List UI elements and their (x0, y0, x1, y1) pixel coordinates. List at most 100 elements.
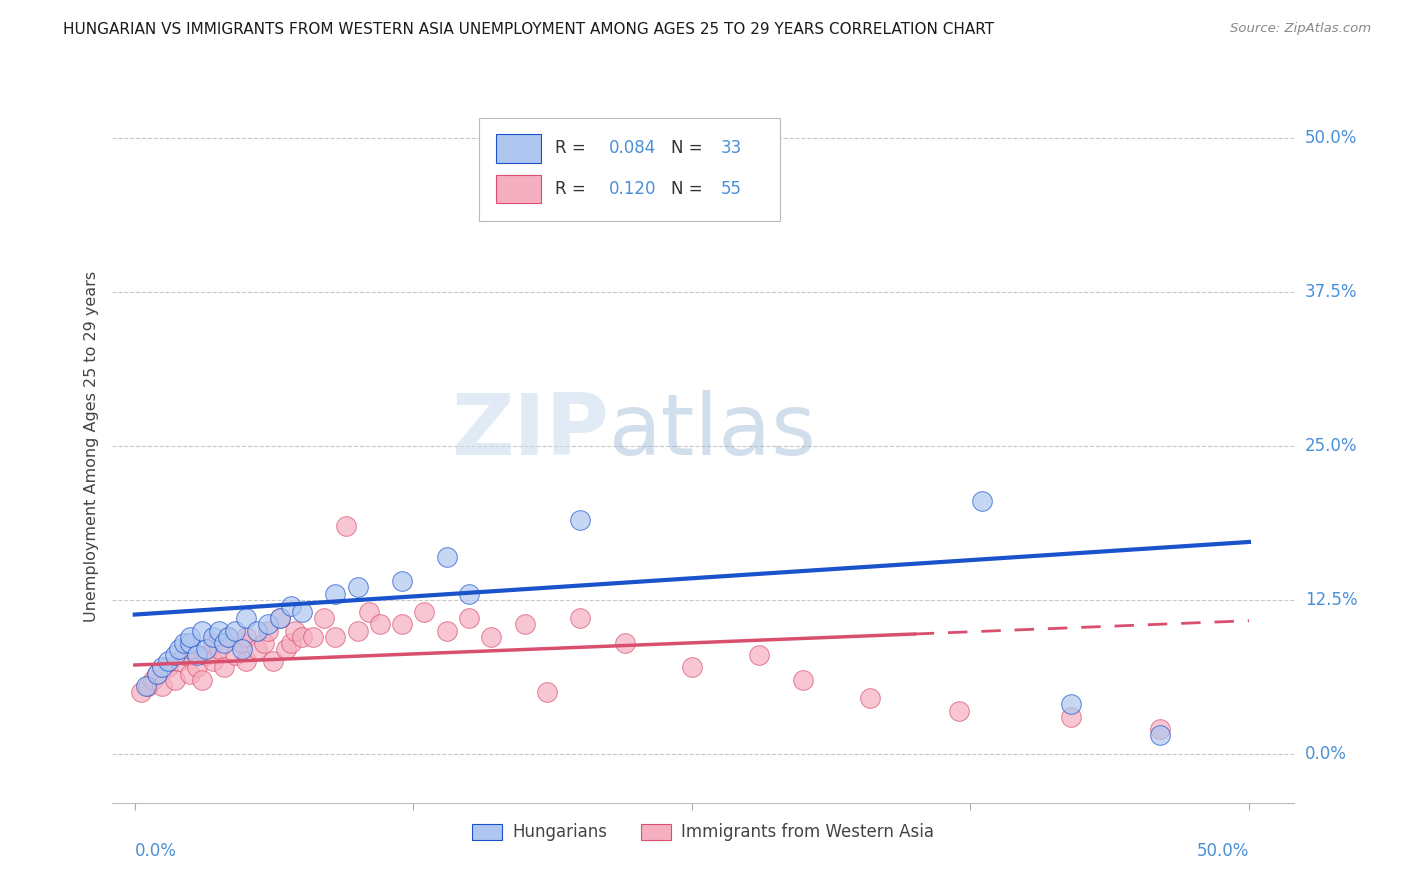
Point (335, 519, 357, 533)
Point (792, 673, 814, 687)
Text: 37.5%: 37.5% (1305, 283, 1357, 301)
Point (970, 494, 993, 508)
Text: ZIP: ZIP (451, 390, 609, 474)
Point (276, 642, 298, 657)
Point (157, 660, 180, 674)
Text: 50.0%: 50.0% (1305, 129, 1357, 147)
Point (436, 549, 458, 564)
Point (479, 630, 502, 644)
Point (150, 660, 173, 674)
Point (323, 587, 346, 601)
FancyBboxPatch shape (496, 134, 541, 162)
Text: 25.0%: 25.0% (1305, 437, 1357, 455)
Point (212, 636, 235, 650)
Point (302, 630, 325, 644)
Point (186, 660, 208, 674)
Y-axis label: Unemployment Among Ages 25 to 29 years: Unemployment Among Ages 25 to 29 years (83, 270, 98, 622)
Point (179, 642, 201, 657)
Point (136, 679, 159, 693)
Point (173, 636, 195, 650)
Point (190, 624, 212, 638)
Point (368, 617, 391, 632)
Point (179, 666, 201, 681)
Point (413, 605, 436, 619)
Point (291, 630, 314, 644)
FancyBboxPatch shape (496, 175, 541, 203)
Point (146, 666, 169, 681)
Point (1149, 722, 1171, 736)
Point (357, 605, 380, 619)
Point (536, 685, 558, 699)
Point (391, 574, 413, 589)
Point (201, 654, 224, 668)
Point (208, 624, 231, 638)
Point (217, 630, 239, 644)
Point (346, 624, 368, 638)
Point (208, 642, 231, 657)
Legend: Hungarians, Immigrants from Western Asia: Hungarians, Immigrants from Western Asia (465, 817, 941, 848)
Text: 50.0%: 50.0% (1197, 842, 1249, 860)
Point (195, 648, 218, 662)
Point (269, 611, 291, 625)
Point (131, 685, 153, 699)
Point (569, 611, 592, 625)
Text: N =: N = (671, 139, 709, 157)
Point (280, 599, 302, 613)
Point (224, 624, 246, 638)
Text: 0.084: 0.084 (609, 139, 655, 157)
Point (173, 648, 195, 662)
Point (284, 624, 307, 638)
Point (280, 636, 302, 650)
Text: R =: R = (555, 139, 592, 157)
Point (246, 642, 269, 657)
Text: 33: 33 (721, 139, 742, 157)
Text: HUNGARIAN VS IMMIGRANTS FROM WESTERN ASIA UNEMPLOYMENT AMONG AGES 25 TO 29 YEARS: HUNGARIAN VS IMMIGRANTS FROM WESTERN ASI… (63, 22, 994, 37)
Point (246, 624, 269, 638)
Point (1149, 728, 1171, 742)
Point (262, 654, 284, 668)
Point (190, 673, 212, 687)
Point (201, 636, 224, 650)
Text: N =: N = (671, 180, 709, 198)
Point (346, 581, 368, 595)
Point (150, 679, 173, 693)
Point (257, 624, 280, 638)
Text: 0.0%: 0.0% (1305, 745, 1347, 763)
Point (235, 611, 257, 625)
Point (163, 673, 186, 687)
Point (458, 611, 481, 625)
Point (391, 617, 413, 632)
Point (269, 611, 291, 625)
Point (169, 642, 191, 657)
Point (179, 630, 201, 644)
Point (291, 605, 314, 619)
Point (169, 654, 191, 668)
Point (186, 648, 208, 662)
Text: Source: ZipAtlas.com: Source: ZipAtlas.com (1230, 22, 1371, 36)
Point (314, 611, 336, 625)
Point (681, 660, 703, 674)
Point (179, 636, 201, 650)
Point (235, 630, 257, 644)
Point (195, 642, 218, 657)
Point (257, 617, 280, 632)
Point (163, 648, 186, 662)
Point (948, 704, 970, 718)
Point (201, 630, 224, 644)
Point (323, 630, 346, 644)
Text: atlas: atlas (609, 390, 817, 474)
Point (135, 679, 157, 693)
Point (569, 513, 592, 527)
Point (436, 624, 458, 638)
Point (513, 617, 536, 632)
Point (1060, 709, 1083, 723)
Point (614, 636, 637, 650)
Point (157, 654, 180, 668)
Text: 0.0%: 0.0% (135, 842, 177, 860)
Text: 0.120: 0.120 (609, 180, 657, 198)
Point (146, 666, 169, 681)
Text: R =: R = (555, 180, 596, 198)
Point (142, 673, 165, 687)
Point (1060, 698, 1083, 712)
Point (253, 636, 276, 650)
